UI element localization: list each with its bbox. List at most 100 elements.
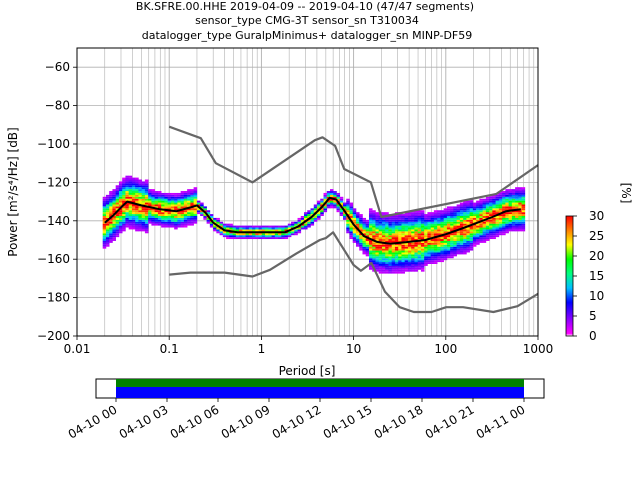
psd-heat-cell (411, 227, 415, 230)
psd-heat-cell (420, 233, 425, 236)
psd-heat-cell (125, 187, 129, 190)
psd-heat-cell (372, 235, 376, 238)
psd-heat-cell (281, 225, 285, 228)
psd-heat-cell (200, 204, 204, 207)
psd-heat-cell (122, 200, 126, 203)
psd-heat-cell (420, 229, 425, 232)
y-tick-label: −160 (37, 252, 70, 266)
psd-heat-cell (381, 212, 386, 215)
psd-heat-cell (381, 239, 386, 241)
psd-heat-cell (391, 229, 396, 232)
psd-heat-cell (417, 242, 422, 245)
psd-heat-cell (320, 202, 324, 205)
psd-heat-cell (515, 227, 519, 230)
psd-heat-cell (414, 254, 418, 257)
psd-heat-cell (430, 216, 435, 218)
psd-heat-cell (135, 223, 139, 226)
psd-heat-cell (437, 216, 441, 218)
psd-heat-cell (424, 235, 428, 238)
psd-heat-cell (368, 256, 373, 259)
psd-heat-cell (479, 239, 483, 241)
psd-heat-cell (485, 196, 490, 199)
psd-heat-cell (518, 223, 522, 226)
psd-heat-cell (362, 250, 367, 253)
psd-heat-cell (411, 237, 415, 240)
psd-heat-cell (489, 204, 493, 207)
psd-heat-cell (476, 219, 480, 222)
psd-heat-cell (505, 214, 509, 216)
psd-heat-cell (463, 252, 467, 255)
psd-heat-cell (112, 229, 116, 232)
psd-heat-cell (206, 210, 211, 213)
psd-heat-cell (417, 225, 422, 228)
psd-heat-cell (258, 237, 263, 240)
psd-heat-cell (463, 237, 467, 240)
psd-heat-cell (433, 258, 438, 261)
psd-heat-cell (177, 217, 181, 220)
psd-heat-cell (456, 246, 461, 249)
psd-heat-cell (326, 192, 331, 195)
psd-heat-cell (433, 223, 438, 226)
psd-heat-cell (118, 196, 123, 199)
psd-heat-cell (151, 191, 155, 193)
psd-heat-cell (411, 239, 415, 241)
psd-heat-cell (122, 223, 126, 226)
psd-heat-cell (427, 246, 431, 249)
psd-heat-cell (492, 225, 496, 228)
psd-heat-cell (443, 210, 448, 213)
psd-heat-cell (187, 192, 191, 195)
psd-heat-cell (463, 231, 467, 234)
psd-heat-cell (118, 208, 123, 211)
psd-heat-cell (433, 219, 438, 222)
psd-heat-cell (355, 217, 360, 220)
psd-heat-cell (122, 216, 126, 218)
psd-heat-cell (190, 216, 194, 218)
psd-heat-cell (463, 208, 467, 211)
psd-heat-cell (170, 208, 175, 211)
psd-heat-cell (433, 256, 438, 259)
psd-heat-cell (385, 231, 389, 234)
psd-heat-cell (349, 216, 354, 218)
psd-heat-cell (502, 219, 506, 222)
psd-heat-cell (229, 227, 233, 230)
psd-heat-cell (391, 240, 396, 243)
psd-heat-cell (141, 227, 146, 230)
psd-heat-cell (122, 189, 126, 192)
psd-heat-cell (235, 227, 240, 230)
psd-heat-cell (420, 246, 425, 249)
psd-heat-cell (148, 214, 152, 216)
psd-heat-cell (463, 219, 467, 222)
psd-heat-cell (193, 221, 198, 224)
psd-heat-cell (411, 216, 415, 218)
psd-heat-cell (385, 271, 389, 274)
psd-heat-cell (144, 217, 149, 220)
psd-heat-cell (453, 246, 457, 249)
psd-heat-cell (414, 219, 418, 222)
psd-heat-cell (498, 194, 503, 197)
psd-heat-cell (359, 219, 363, 222)
psd-heat-cell (492, 219, 496, 222)
psd-heat-cell (180, 216, 185, 218)
psd-heat-cell (141, 202, 146, 205)
psd-heat-cell (359, 246, 363, 249)
psd-heat-cell (492, 194, 496, 197)
psd-heat-cell (391, 254, 396, 257)
psd-heat-cell (456, 252, 461, 255)
psd-heat-cell (414, 217, 418, 220)
psd-heat-cell (424, 217, 428, 220)
psd-heat-cell (102, 196, 107, 199)
psd-heat-cell (196, 204, 201, 207)
psd-heat-cell (268, 235, 272, 238)
psd-heat-cell (118, 191, 123, 193)
psd-heat-cell (401, 235, 405, 238)
psd-heat-cell (141, 198, 146, 201)
psd-heat-cell (346, 204, 350, 207)
psd-heat-cell (131, 196, 136, 199)
psd-heat-cell (378, 252, 383, 255)
psd-heat-cell (216, 229, 220, 232)
psd-heat-cell (355, 216, 360, 218)
psd-heat-cell (498, 216, 503, 218)
psd-heat-cell (336, 204, 341, 207)
psd-heat-cell (128, 187, 133, 190)
psd-heat-cell (196, 208, 201, 211)
